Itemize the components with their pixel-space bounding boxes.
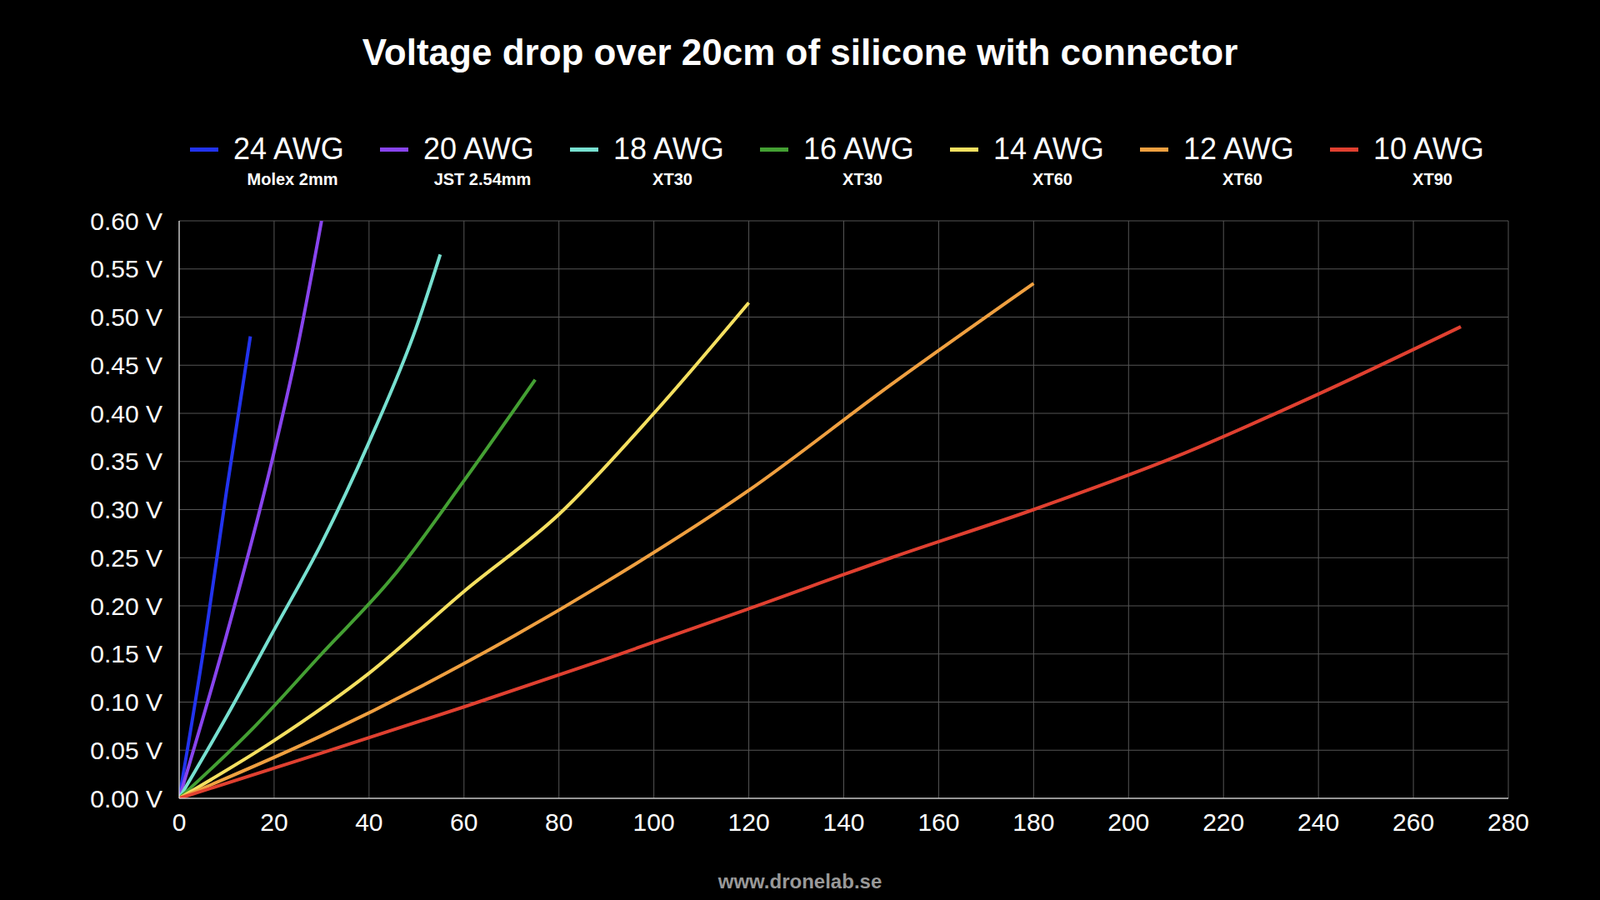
svg-text:0.40 V: 0.40 V bbox=[90, 400, 163, 428]
svg-text:0.50 V: 0.50 V bbox=[90, 303, 163, 331]
svg-text:200: 200 bbox=[1107, 808, 1150, 836]
svg-text:0.55 V: 0.55 V bbox=[90, 255, 163, 283]
svg-text:100: 100 bbox=[633, 808, 675, 836]
svg-text:0: 0 bbox=[172, 808, 187, 836]
svg-text:0.20 V: 0.20 V bbox=[90, 592, 163, 620]
svg-text:0.10 V: 0.10 V bbox=[90, 688, 163, 716]
svg-text:80: 80 bbox=[545, 808, 573, 836]
html-text:XT90: XT90 bbox=[1412, 170, 1453, 189]
svg-text:140: 140 bbox=[822, 808, 865, 836]
html-text:www.dronelab.se: www.dronelab.se bbox=[718, 870, 882, 893]
html-text:20 AWG: 20 AWG bbox=[423, 131, 534, 166]
html-text:XT60: XT60 bbox=[1032, 170, 1073, 189]
html-text:16 AWG: 16 AWG bbox=[803, 131, 914, 166]
html-text:18 AWG: 18 AWG bbox=[613, 131, 724, 166]
html-text:Voltage drop over 20cm of sili: Voltage drop over 20cm of silicone with … bbox=[362, 31, 1238, 73]
svg-text:0.60 V: 0.60 V bbox=[90, 207, 163, 235]
html-text:14 AWG: 14 AWG bbox=[993, 131, 1104, 166]
html-text:XT60: XT60 bbox=[1222, 170, 1263, 189]
svg-text:0.25 V: 0.25 V bbox=[90, 544, 163, 572]
svg-text:160: 160 bbox=[917, 808, 960, 836]
html-text:XT30: XT30 bbox=[842, 170, 883, 189]
svg-text:20: 20 bbox=[260, 808, 288, 836]
svg-text:0.35 V: 0.35 V bbox=[90, 447, 163, 475]
svg-text:0.30 V: 0.30 V bbox=[90, 495, 163, 524]
svg-text:260: 260 bbox=[1392, 808, 1435, 836]
svg-text:220: 220 bbox=[1202, 808, 1245, 836]
svg-text:280: 280 bbox=[1487, 808, 1530, 836]
svg-text:240: 240 bbox=[1297, 808, 1340, 836]
html-text:12 AWG: 12 AWG bbox=[1183, 131, 1294, 166]
svg-text:40: 40 bbox=[355, 808, 383, 836]
svg-text:0.00 V: 0.00 V bbox=[90, 785, 163, 813]
html-text:10 AWG: 10 AWG bbox=[1373, 131, 1484, 166]
svg-text:120: 120 bbox=[728, 808, 770, 836]
svg-text:0.05 V: 0.05 V bbox=[90, 736, 163, 765]
svg-text:180: 180 bbox=[1012, 808, 1055, 836]
svg-text:0.45 V: 0.45 V bbox=[90, 351, 163, 380]
html-text:Molex 2mm: Molex 2mm bbox=[247, 170, 338, 189]
svg-text:0.15 V: 0.15 V bbox=[90, 640, 163, 668]
html-text:24 AWG: 24 AWG bbox=[233, 131, 344, 166]
svg-text:60: 60 bbox=[450, 808, 478, 836]
html-text:XT30: XT30 bbox=[652, 170, 693, 189]
html-text:JST 2.54mm: JST 2.54mm bbox=[433, 170, 532, 189]
